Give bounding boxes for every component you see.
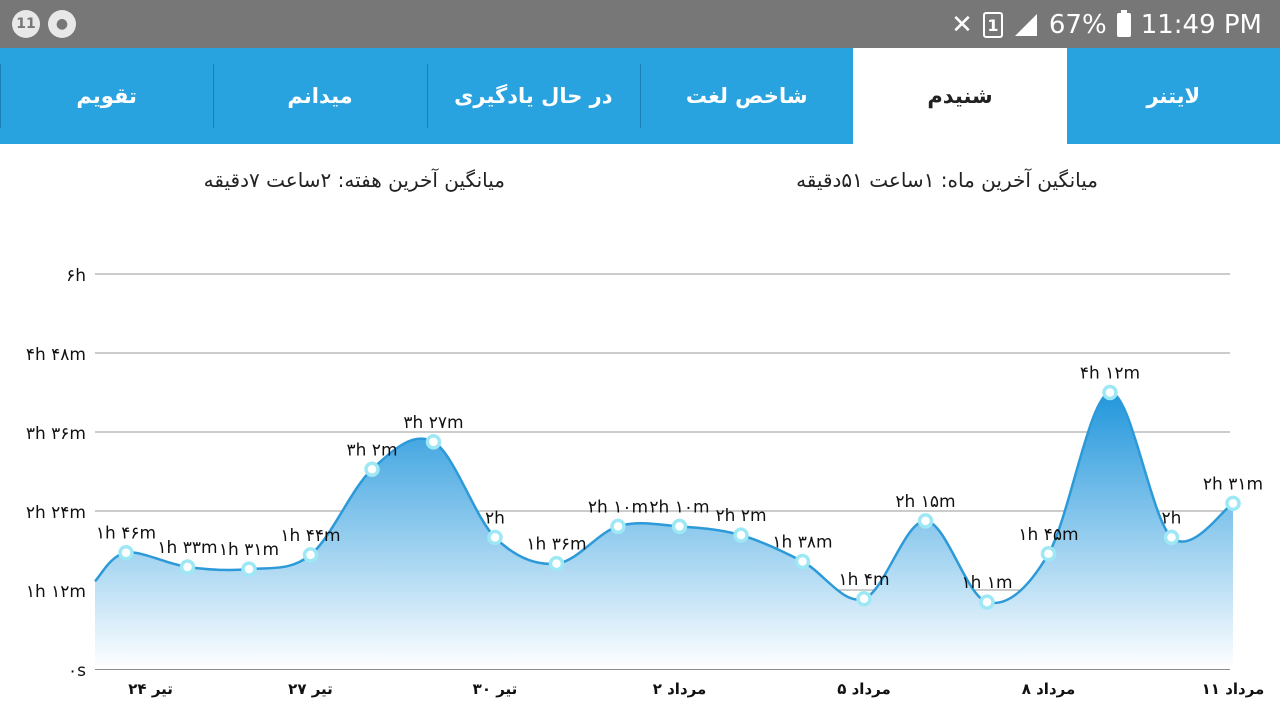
data-point (1040, 546, 1057, 562)
data-label: ۱h ۳۶m (526, 535, 586, 555)
x-tick-label: ۲۷ تیر (288, 680, 333, 698)
x-tick-label: ۲ مرداد (653, 680, 707, 698)
data-label: ۲h ۱۰m (588, 497, 648, 517)
tab-word-index[interactable]: شاخص لغت (640, 48, 853, 144)
data-point (671, 518, 688, 535)
data-label: ۲h (485, 508, 505, 528)
data-point (425, 434, 442, 450)
tab-bar: لایتنر شنیدم شاخص لغت در حال یادگیری مید… (0, 48, 1280, 144)
tab-heard[interactable]: شنیدم (853, 48, 1067, 144)
sim-icon: 1 (982, 12, 1003, 38)
data-label: ۲h ۱۰m (649, 497, 709, 517)
data-point (856, 591, 872, 607)
y-tick-label: ۰s (68, 661, 86, 681)
data-label: ۱h ۴m (839, 570, 890, 590)
x-tick-label: ۵ مرداد (837, 680, 891, 698)
data-point (733, 527, 749, 543)
y-tick-label: ۳h ۳۶m (26, 424, 86, 444)
data-point (794, 553, 811, 570)
mute-icon: ✕ (951, 10, 973, 40)
data-point (1225, 495, 1241, 512)
x-tick-label: ۱۱ مرداد (1202, 680, 1265, 698)
x-tick-label: ۲۴ تیر (128, 680, 173, 698)
data-point (548, 555, 565, 572)
data-point (917, 513, 934, 529)
y-tick-label: ۲h ۲۴m (26, 503, 86, 523)
status-right: ✕ 1 67% 11:49 PM (951, 8, 1262, 42)
data-point (179, 559, 196, 575)
status-left: 11 ● (12, 10, 76, 38)
data-point (118, 544, 134, 561)
week-average: میانگین آخرین هفته: ۲ساعت ۷دقیقه (203, 168, 505, 192)
tab-leitner[interactable]: لایتنر (1146, 84, 1201, 108)
data-label: ۱h ۴۵m (1018, 525, 1078, 545)
data-label: ۲h ۱۵m (895, 492, 955, 512)
data-label: ۱h ۳۱m (219, 540, 279, 560)
data-point (302, 547, 319, 563)
data-label: ۳h ۲m (347, 440, 398, 460)
data-label: ۲h ۳۱m (1203, 474, 1263, 494)
signal-icon (1014, 14, 1037, 36)
battery-percent: 67% (1048, 10, 1107, 40)
tab-known[interactable]: میدانم (213, 48, 426, 144)
data-point (979, 594, 995, 610)
data-label: ۲h (1162, 508, 1182, 528)
area-fill (95, 392, 1233, 669)
data-point (487, 529, 503, 546)
data-point (364, 461, 380, 478)
notification-badge-icon: 11 (12, 10, 40, 38)
y-tick-label: ۱h ۱۲m (26, 582, 86, 602)
data-label: ۱h ۳۳m (157, 538, 217, 558)
data-point (610, 518, 626, 535)
data-label: ۱h ۳۸m (772, 532, 832, 552)
gauge-icon: ● (48, 10, 76, 38)
data-label: ۱h ۴۴m (280, 526, 340, 546)
data-point (241, 561, 257, 577)
data-label: ۴h ۱۲m (1080, 364, 1140, 384)
data-point (1163, 529, 1180, 546)
y-tick-label: ۶h (66, 266, 86, 286)
tab-learning[interactable]: در حال یادگیری (426, 48, 640, 144)
data-label: ۳h ۲۷m (403, 413, 463, 433)
data-label: ۱h ۴۶m (96, 524, 156, 544)
x-tick-label: ۸ مرداد (1022, 680, 1076, 698)
x-tick-label: ۳۰ تیر (473, 680, 518, 698)
battery-icon (1116, 10, 1131, 37)
data-label: ۱h ۱m (962, 573, 1013, 593)
clock: 11:49 PM (1140, 10, 1262, 40)
data-label: ۲h ۲m (716, 506, 767, 526)
data-point (1102, 384, 1118, 401)
y-tick-label: ۴h ۴۸m (26, 345, 86, 365)
tab-calendar[interactable]: تقویم (0, 48, 213, 144)
status-bar: 11 ● ✕ 1 67% 11:49 PM (0, 0, 1280, 48)
month-average: میانگین آخرین ماه: ۱ساعت ۵۱دقیقه (796, 168, 1098, 192)
